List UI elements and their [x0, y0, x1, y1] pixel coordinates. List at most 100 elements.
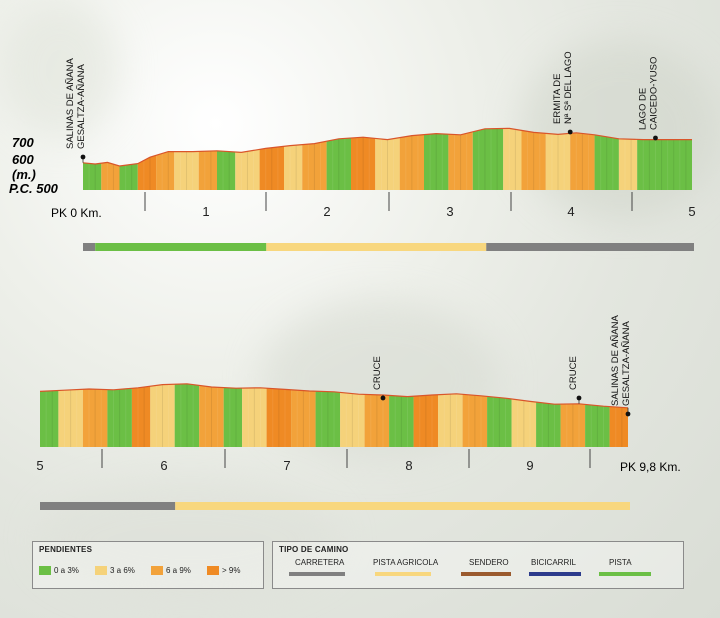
slope-legend-title: PENDIENTES [39, 545, 93, 554]
y-tick-500: P.C. 500 [9, 181, 59, 196]
path-legend-label-pista: PISTA [609, 558, 632, 567]
slope-swatch-0-3 [39, 566, 51, 576]
slope-segment [570, 133, 595, 190]
landmark-label: CRUCE [372, 356, 383, 390]
slope-segment [545, 133, 571, 190]
slope-legend-item-6-9: 6 a 9% [151, 566, 191, 576]
landmark-label: ERMITA DE [552, 74, 563, 125]
slope-legend-item-0-3: 0 a 3% [39, 566, 79, 576]
surface-type-segment [486, 243, 694, 251]
slope-segment [101, 162, 120, 190]
x-tick-label: 2 [323, 204, 330, 219]
slope-segment [58, 389, 83, 447]
path-legend-label-agricola: PISTA AGRICOLA [373, 558, 439, 567]
slope-segment [174, 151, 199, 190]
slope-segment [585, 404, 610, 447]
y-axis-unit: (m.) [12, 167, 36, 182]
slope-segment [413, 394, 439, 447]
x-tick-label: 6 [160, 458, 167, 473]
slope-swatch-9-plus [207, 566, 219, 576]
slope-segment [131, 386, 151, 447]
x-tick-label: 5 [36, 458, 43, 473]
slope-segment [511, 399, 537, 447]
path-swatch-carretera [289, 572, 345, 576]
landmark-dot [653, 135, 658, 141]
slope-segment [150, 384, 175, 447]
landmark-label: CRUCE [568, 356, 579, 390]
landmark-dot [567, 129, 573, 135]
slope-segment [560, 403, 586, 447]
path-swatch-sendero [461, 572, 511, 576]
slope-segment [82, 389, 108, 447]
x-tick-label: 8 [405, 458, 412, 473]
slope-segment [472, 128, 504, 190]
slope-segment [536, 402, 561, 447]
x-tick-label: 1 [202, 204, 209, 219]
slope-segment [223, 387, 243, 447]
slope-segment [594, 134, 619, 190]
landmark-label: SALINAS DE AÑANA [610, 315, 621, 406]
slope-segment [284, 144, 303, 190]
slope-swatch-6-9 [151, 566, 163, 576]
slope-segment [609, 406, 628, 447]
slope-segment [119, 163, 138, 190]
slope-legend-item-9-plus: > 9% [207, 566, 240, 576]
elevation-line [82, 127, 692, 167]
landmark-label: LAGO DE [637, 88, 648, 130]
landmark-label: GESALTZA-AÑANA [621, 321, 632, 406]
y-tick-700: 700 [12, 135, 34, 150]
elevation-profile-chart: 700 600 (m.) P.C. 500 PK 0 Km. PK 9,8 Km… [9, 51, 696, 510]
slope-segment [156, 151, 175, 190]
landmark-label: Nª Sª DEL LAGO [563, 51, 574, 124]
slope-segment [198, 150, 217, 190]
slope-segment [83, 162, 102, 190]
landmark-dot [576, 395, 582, 401]
slope-segment [326, 138, 351, 190]
landmark-dot [625, 411, 631, 417]
path-swatch-bicicarril [529, 572, 581, 576]
slope-segment [40, 390, 59, 447]
slope-swatch-3-6 [95, 566, 107, 576]
path-type-legend-title: TIPO DE CAMINO [279, 545, 349, 554]
slope-segment [487, 396, 512, 447]
surface-type-segment [95, 243, 267, 251]
slope-segment [438, 393, 463, 447]
slope-segment [364, 394, 390, 447]
path-type-legend: TIPO DE CAMINO CARRETERA PISTA AGRICOLA … [272, 541, 684, 589]
landmark-label: SALINAS DE AÑANA [65, 58, 76, 149]
slope-segment [217, 150, 236, 190]
slope-segment [503, 128, 522, 190]
slope-segment [315, 391, 341, 447]
x-start-label: PK 0 Km. [51, 206, 102, 220]
slope-segment [637, 139, 692, 190]
path-swatch-agricola [375, 572, 431, 576]
slope-segment [618, 138, 638, 190]
x-tick-label: 4 [567, 204, 574, 219]
path-legend-label-carretera: CARRETERA [295, 558, 345, 567]
surface-type-segment [83, 243, 96, 251]
slope-segment [174, 383, 200, 447]
slope-segment [242, 387, 267, 447]
slope-segment [340, 392, 365, 447]
slope-segment [235, 149, 260, 190]
x-tick-label: 9 [526, 458, 533, 473]
slope-segment [448, 131, 473, 190]
slope-segment [199, 385, 224, 447]
path-legend-label-sendero: SENDERO [469, 558, 509, 567]
x-end-label: PK 9,8 Km. [620, 460, 681, 474]
slope-segment [137, 155, 157, 190]
slope-segment [521, 130, 546, 190]
path-swatch-pista [599, 572, 651, 576]
slope-segment [291, 389, 316, 447]
surface-type-segment [175, 502, 631, 510]
landmark-label: CAICEDO-YUSO [648, 57, 659, 130]
y-tick-600: 600 [12, 152, 34, 167]
landmark-dot [80, 154, 86, 160]
slope-segment [266, 388, 292, 447]
slope-segment [399, 134, 424, 190]
landmark-dot [380, 395, 386, 401]
surface-type-segment [266, 243, 487, 251]
slope-segment [259, 146, 284, 190]
slope-segment [302, 141, 327, 190]
slope-segment [389, 395, 414, 447]
